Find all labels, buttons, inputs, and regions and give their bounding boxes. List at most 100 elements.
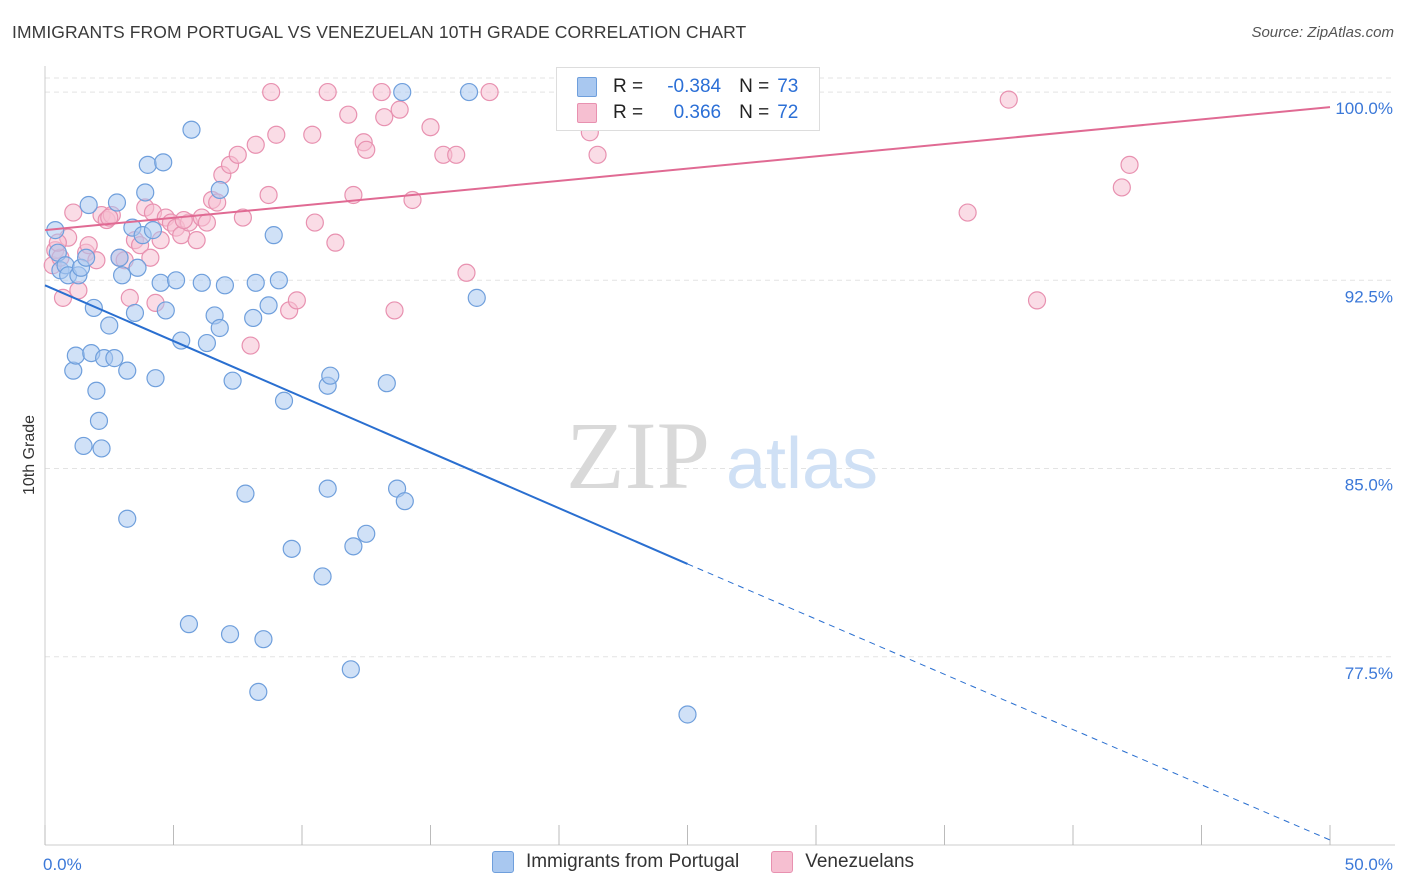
portugal-point [269,271,288,290]
chart-title: IMMIGRANTS FROM PORTUGAL VS VENEZUELAN 1… [12,22,747,42]
legend-n-label: N = [739,102,770,123]
watermark-atlas: atlas [726,424,878,504]
portugal-point [282,539,301,558]
venezuelans-point [480,82,499,102]
venezuelans-point [999,90,1018,109]
portugal-trend-line [44,284,688,565]
venezuelans-point [357,140,376,159]
portugal-point [84,298,103,318]
portugal-point [259,296,278,315]
portugal-point [112,266,132,285]
legend-n-label: N = [739,76,770,97]
venezuelans-point [233,208,252,227]
y-tick-label: 100.0% [1335,99,1393,118]
x-tick-label: 50.0% [1345,855,1393,874]
venezuelans-point [588,145,607,164]
legend-item-venezuelans[interactable]: Venezuelans [771,851,914,873]
portugal-point [236,484,255,503]
portugal-point [92,439,111,458]
venezuelans-point [375,108,394,127]
legend-swatch-venezuelans [771,851,794,873]
legend-row-venezuelans: R = 0.366 N = 72 [577,101,798,125]
venezuelans-point [303,125,322,144]
venezuelans-point [305,213,324,232]
venezuelans-point [1112,178,1131,197]
venezuelans-point [421,118,440,137]
portugal-point [210,318,229,338]
portugal-point [393,82,412,102]
venezuelans-point [318,82,337,102]
x-tick-label: 0.0% [43,855,82,874]
portugal-point [146,369,165,388]
venezuelans-point [326,233,345,252]
portugal-point [64,361,83,380]
legend-r-label: R = [613,76,644,97]
portugal-point [128,258,147,277]
portugal-point [138,155,157,174]
portugal-point [313,567,332,586]
legend-r-label: R = [613,102,644,123]
legend-label-portugal: Immigrants from Portugal [525,851,740,872]
correlation-legend: R = -0.384 N = 73 R = 0.366 N = 72 [556,67,820,131]
legend-r-value: -0.384 [667,76,722,97]
portugal-point [77,248,96,267]
legend-item-portugal[interactable]: Immigrants from Portugal [491,851,740,873]
venezuelans-point [246,135,265,154]
portugal-point [318,479,337,498]
portugal-point [341,660,360,679]
portugal-point [467,288,486,307]
portugal-point [344,537,363,556]
legend-swatch-portugal [491,851,514,873]
portugal-point [89,411,109,430]
y-tick-label: 92.5% [1345,287,1393,306]
portugal-point [357,524,376,543]
legend-swatch-venezuelans [577,103,597,123]
watermark-zip: ZIP [566,402,710,509]
legend-swatch-portugal [577,77,597,97]
portugal-point [182,120,201,139]
venezuelans-point [267,125,286,144]
venezuelans-point [241,336,260,355]
source-label: Source: ZipAtlas.com [1251,24,1394,41]
portugal-point [246,273,265,292]
y-tick-label: 85.0% [1345,476,1393,495]
venezuelans-point [64,203,83,222]
venezuelans-point [1120,155,1139,174]
portugal-point [678,705,697,724]
venezuelans-point [141,248,160,267]
portugal-point [136,183,155,202]
portugal-points [46,82,697,724]
portugal-point [107,193,127,212]
portugal-point [321,366,340,385]
legend-r-value: 0.366 [673,102,722,123]
venezuelans-point [228,145,247,164]
venezuelans-point [447,145,466,164]
venezuelans-point [372,82,391,102]
venezuelans-point [262,82,281,102]
venezuelans-point [390,100,409,119]
portugal-point [118,361,137,380]
portugal-point [244,308,263,328]
venezuelans-point [958,203,977,222]
venezuelans-point [385,301,404,320]
portugal-point [197,333,217,353]
legend-row-portugal: R = -0.384 N = 73 [577,75,798,99]
venezuelans-point [53,288,73,307]
venezuelans-point [120,288,139,307]
venezuelans-trend-line [44,106,1331,232]
portugal-point [215,276,234,295]
portugal-point [151,273,170,292]
portugal-point [156,301,175,320]
portugal-point [100,316,119,335]
portugal-point [74,436,93,456]
portugal-point [264,226,283,245]
portugal-point [179,615,199,634]
venezuelans-point [100,208,119,227]
trend-lines [44,106,1331,841]
portugal-point [154,153,173,172]
portugal-point [143,221,163,240]
venezuelans-point [197,213,217,232]
legend-n-value: 73 [777,76,799,97]
axes [44,66,1395,846]
portugal-point [459,82,479,102]
